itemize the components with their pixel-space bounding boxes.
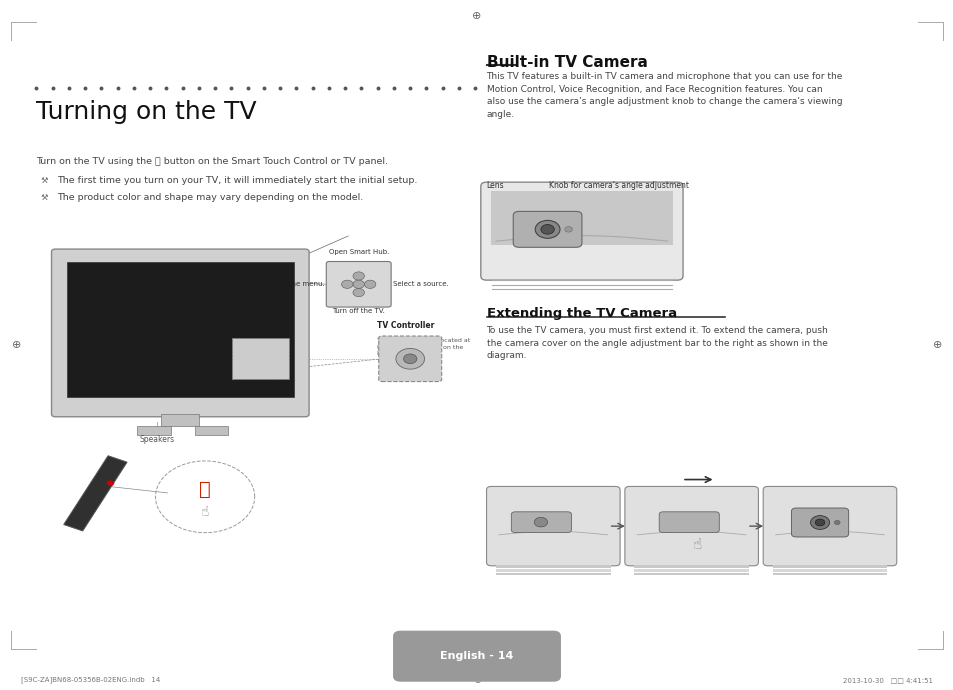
- Circle shape: [107, 480, 114, 486]
- FancyBboxPatch shape: [378, 336, 441, 382]
- Polygon shape: [64, 456, 127, 531]
- Text: The control stick is located at
the lower-left corner on the
back of the TV.: The control stick is located at the lowe…: [376, 338, 470, 356]
- Text: ☝: ☝: [201, 505, 209, 519]
- Circle shape: [353, 280, 364, 288]
- Text: To use the TV camera, you must first extend it. To extend the camera, push
the c: To use the TV camera, you must first ext…: [486, 326, 827, 360]
- Circle shape: [810, 515, 829, 529]
- Circle shape: [815, 519, 824, 526]
- Bar: [232, 338, 289, 380]
- Bar: [772, 569, 886, 572]
- Text: ⊕: ⊕: [932, 340, 942, 350]
- Circle shape: [353, 272, 364, 280]
- Bar: [772, 573, 886, 575]
- Bar: [772, 565, 886, 568]
- FancyBboxPatch shape: [513, 211, 581, 247]
- Text: ⊕: ⊕: [472, 11, 481, 21]
- Bar: [137, 426, 171, 435]
- Text: ⏻: ⏻: [199, 480, 211, 500]
- Bar: [634, 569, 748, 572]
- Text: Extending the TV Camera: Extending the TV Camera: [486, 307, 676, 320]
- Text: ⊕: ⊕: [11, 340, 21, 350]
- Text: ⊕: ⊕: [473, 675, 480, 684]
- Text: Knob for camera’s angle adjustment: Knob for camera’s angle adjustment: [548, 181, 688, 190]
- Text: Turn off the TV.: Turn off the TV.: [332, 308, 385, 315]
- FancyBboxPatch shape: [624, 486, 758, 566]
- FancyBboxPatch shape: [326, 262, 391, 307]
- Circle shape: [834, 520, 840, 524]
- Circle shape: [395, 348, 424, 369]
- Text: 2013-10-30   □□ 4:41:51: 2013-10-30 □□ 4:41:51: [842, 677, 932, 682]
- Bar: [634, 565, 748, 568]
- Text: Built-in TV Camera: Built-in TV Camera: [486, 55, 647, 70]
- Text: This TV features a built-in TV camera and microphone that you can use for the
Mo: This TV features a built-in TV camera an…: [486, 72, 842, 119]
- Bar: [491, 191, 672, 245]
- FancyBboxPatch shape: [762, 486, 896, 566]
- Bar: [496, 573, 610, 575]
- FancyBboxPatch shape: [51, 249, 309, 417]
- Text: Turn on the TV using the ⏻ button on the Smart Touch Control or TV panel.: Turn on the TV using the ⏻ button on the…: [36, 157, 388, 166]
- Bar: [161, 414, 199, 426]
- Text: The product color and shape may vary depending on the model.: The product color and shape may vary dep…: [57, 193, 363, 202]
- Text: Speakers: Speakers: [140, 435, 174, 444]
- Circle shape: [534, 518, 547, 527]
- Circle shape: [564, 226, 572, 232]
- FancyBboxPatch shape: [480, 182, 682, 280]
- FancyBboxPatch shape: [486, 486, 619, 566]
- Bar: [496, 565, 610, 568]
- Bar: [634, 573, 748, 575]
- Text: ⚒: ⚒: [41, 176, 49, 185]
- Text: Select a source.: Select a source.: [393, 282, 448, 287]
- FancyBboxPatch shape: [659, 512, 719, 533]
- FancyBboxPatch shape: [393, 631, 560, 682]
- Circle shape: [540, 224, 554, 234]
- Text: ⊕: ⊕: [472, 669, 481, 679]
- Text: ☝: ☝: [693, 537, 701, 552]
- Circle shape: [364, 280, 375, 288]
- Text: Lens: Lens: [486, 181, 503, 190]
- FancyBboxPatch shape: [791, 508, 848, 537]
- Bar: [67, 262, 294, 397]
- Text: Turning on the TV: Turning on the TV: [36, 100, 256, 124]
- FancyBboxPatch shape: [511, 512, 571, 533]
- Text: Open Smart Hub.: Open Smart Hub.: [328, 249, 389, 255]
- Text: ⚒: ⚒: [41, 193, 49, 202]
- Circle shape: [535, 220, 559, 238]
- Text: English - 14: English - 14: [440, 651, 513, 661]
- Text: Open the menu.: Open the menu.: [268, 282, 324, 287]
- Bar: [496, 569, 610, 572]
- Text: TV Controller: TV Controller: [376, 321, 434, 330]
- Circle shape: [341, 280, 353, 288]
- Text: [S9C-ZA]BN68-05356B-02ENG.indb   14: [S9C-ZA]BN68-05356B-02ENG.indb 14: [21, 676, 160, 683]
- Bar: [194, 426, 228, 435]
- Circle shape: [353, 288, 364, 297]
- Text: The first time you turn on your TV, it will immediately start the initial setup.: The first time you turn on your TV, it w…: [57, 176, 417, 185]
- Circle shape: [403, 354, 416, 364]
